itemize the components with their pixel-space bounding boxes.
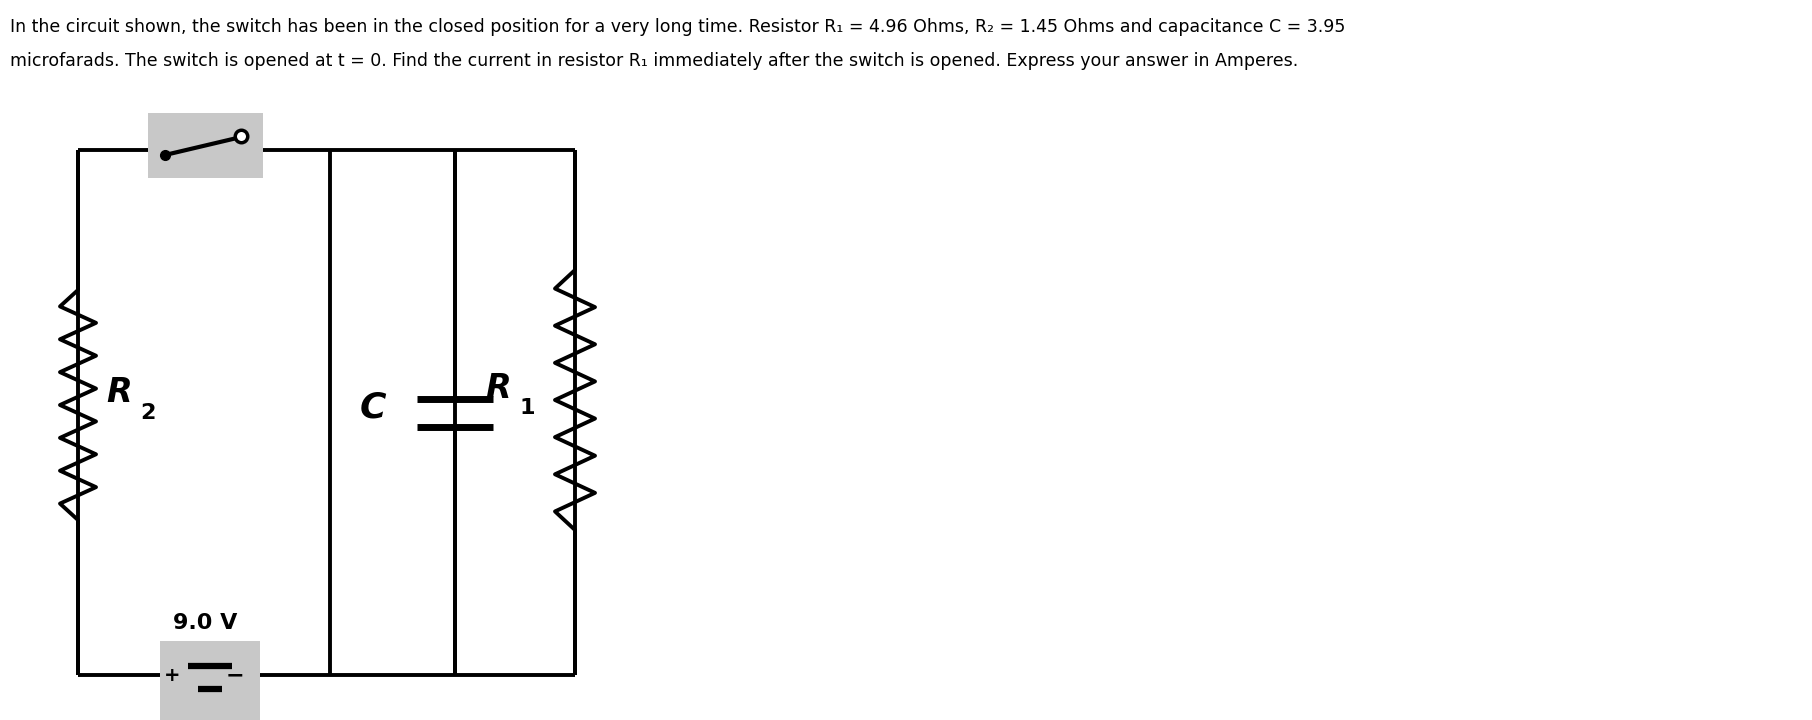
Text: +: + xyxy=(165,666,181,685)
Text: 2: 2 xyxy=(140,403,156,423)
Text: −: − xyxy=(226,665,245,685)
Text: microfarads. The switch is opened at t = 0. Find the current in resistor R₁ imme: microfarads. The switch is opened at t =… xyxy=(11,52,1297,70)
Text: C: C xyxy=(361,390,386,425)
Text: R: R xyxy=(486,372,511,405)
Bar xyxy=(149,113,263,178)
Bar xyxy=(159,641,259,720)
Text: R: R xyxy=(105,377,132,410)
Text: In the circuit shown, the switch has been in the closed position for a very long: In the circuit shown, the switch has bee… xyxy=(11,18,1345,36)
Text: 9.0 V: 9.0 V xyxy=(172,613,237,633)
Text: 1: 1 xyxy=(518,398,535,418)
